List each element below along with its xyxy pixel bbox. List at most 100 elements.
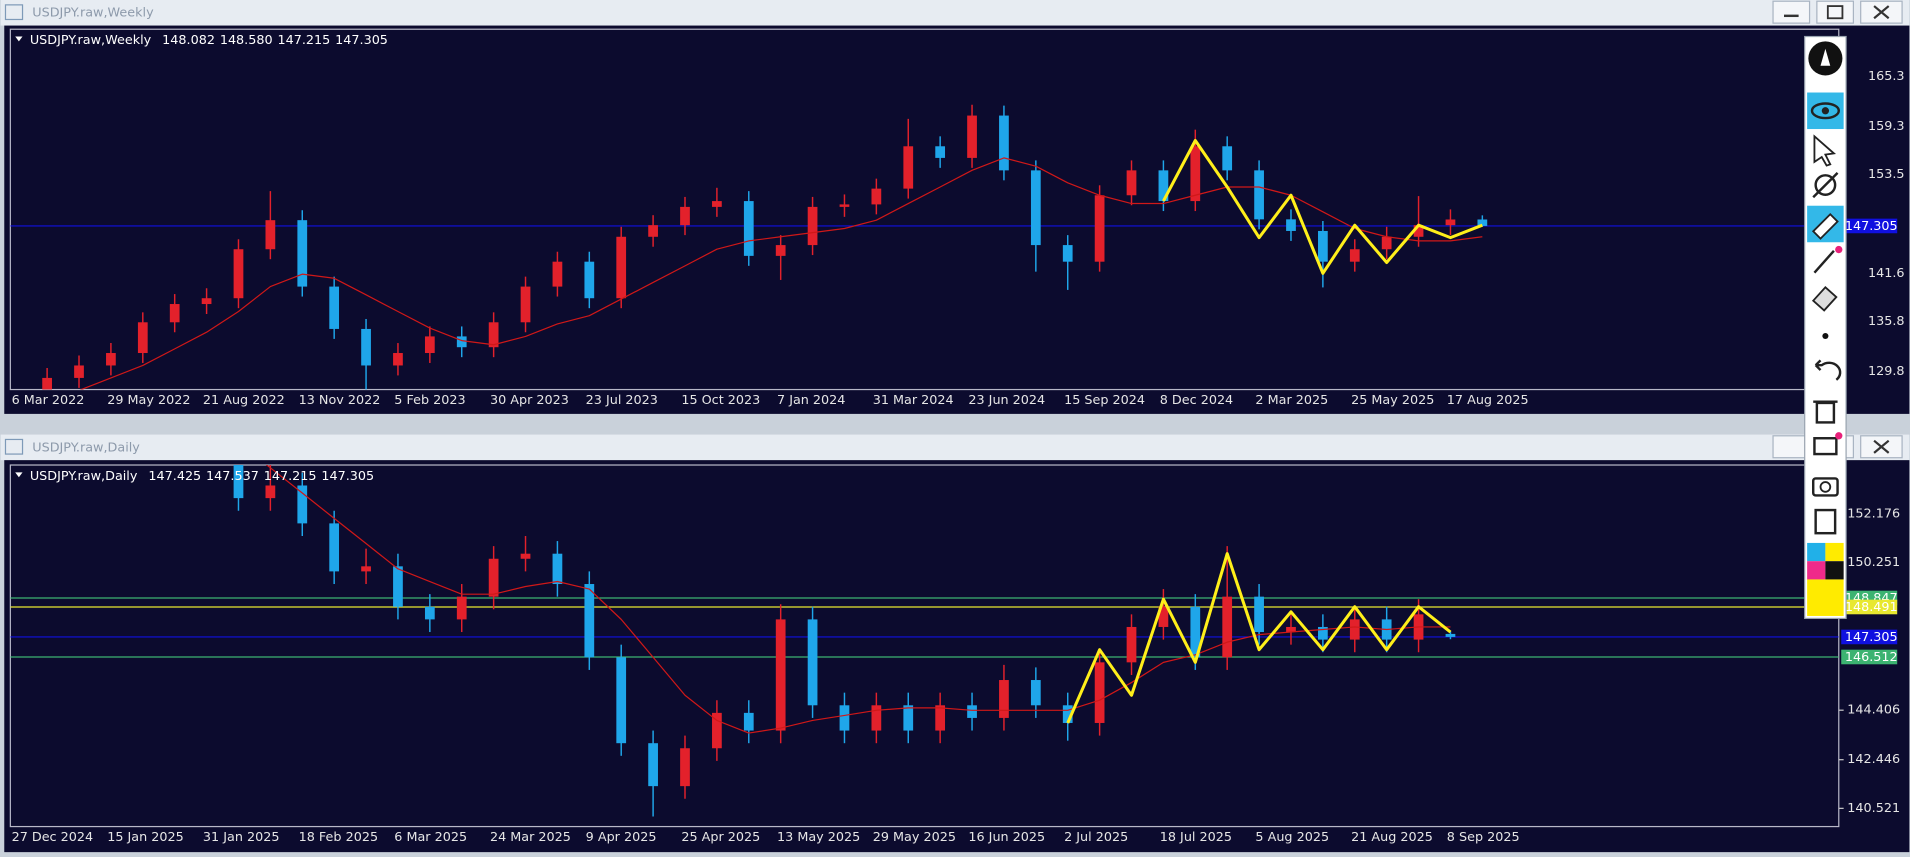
collapse-arrow [15, 36, 23, 42]
zigzag-drawing [1162, 138, 1483, 275]
price-line-label-bg [1841, 629, 1898, 645]
candle-body [329, 523, 340, 572]
candle-body [393, 566, 403, 607]
eraser-tool[interactable] [1811, 286, 1838, 312]
candle-body [839, 204, 850, 207]
window-icon [4, 438, 24, 455]
candle-body [712, 712, 722, 749]
candle-body [1445, 219, 1456, 226]
y-tick-label: 150.251 [1847, 555, 1900, 570]
x-tick-label: 5 Aug 2025 [1255, 830, 1329, 845]
candle-body [361, 566, 371, 572]
candle-body [1318, 230, 1328, 262]
plot-area [10, 465, 1839, 817]
candle-body [1445, 633, 1456, 637]
candle-body [775, 245, 786, 256]
y-tick-label: 135.8 [1868, 314, 1905, 329]
candle-body [265, 485, 276, 499]
plot-frame [9, 464, 1840, 828]
y-tick-label: 142.446 [1847, 752, 1900, 767]
minimize-button[interactable] [1772, 0, 1811, 24]
camera-tool[interactable] [1812, 477, 1839, 497]
indicator-dot [1835, 245, 1843, 254]
x-tick-label: 8 Sep 2025 [1447, 830, 1520, 845]
y-tick-label: 129.8 [1868, 364, 1905, 379]
candle-body [1190, 146, 1201, 202]
line-tool[interactable] [1813, 249, 1835, 274]
ohlc-value: 147.215 [264, 468, 317, 483]
ohlc-value: 147.215 [277, 33, 330, 48]
select-tool[interactable] [1813, 134, 1837, 167]
candle-body [1286, 626, 1296, 633]
x-tick-label: 17 Aug 2025 [1447, 393, 1529, 408]
candle-body [935, 146, 946, 158]
icon [1819, 481, 1832, 493]
candle-body [616, 236, 627, 299]
screen-tool[interactable] [1813, 437, 1838, 456]
price-line-label: 147.305 [1845, 219, 1898, 234]
candle-body [807, 619, 818, 706]
candle-body [1126, 170, 1137, 196]
x-tick-label: 13 May 2025 [777, 830, 860, 845]
indicator-dot [1835, 432, 1843, 440]
candle-body [1349, 619, 1360, 640]
magnet-tool[interactable] [1814, 174, 1837, 196]
candle-body [680, 748, 690, 787]
candle-body [456, 336, 467, 348]
candle-body [1094, 195, 1105, 262]
ohlc-value: 147.537 [206, 468, 259, 483]
candle-body [1094, 662, 1105, 723]
x-tick-label: 13 Nov 2022 [299, 393, 381, 408]
candle-body [712, 201, 722, 207]
toolbar-panel [1804, 35, 1847, 620]
x-tick-label: 29 May 2022 [107, 393, 190, 408]
symbol-name: USDJPY.raw,Weekly [30, 33, 152, 48]
candle-body [1413, 225, 1424, 237]
y-tick-label: 152.176 [1847, 506, 1900, 521]
x-tick-label: 15 Sep 2024 [1064, 393, 1145, 408]
x-tick-label: 25 Apr 2025 [681, 830, 760, 845]
current-color[interactable] [1807, 579, 1844, 616]
x-tick-label: 23 Jul 2023 [586, 393, 658, 408]
y-tick-label: 159.3 [1868, 119, 1905, 134]
y-tick-label: 165.3 [1868, 69, 1905, 84]
candle-body [903, 146, 914, 189]
candle-body [871, 188, 882, 205]
title-bar [0, 0, 1910, 26]
ohlc-value: 147.305 [335, 33, 388, 48]
candle-body [552, 261, 563, 287]
icon [1810, 102, 1840, 120]
maximize-button[interactable] [1816, 0, 1854, 24]
candle-body [233, 465, 244, 499]
clipboard-tool[interactable] [1814, 508, 1837, 535]
candle-body [520, 553, 531, 559]
x-tick-label: 15 Oct 2023 [681, 393, 760, 408]
color-swatch[interactable] [1807, 561, 1826, 580]
undo-tool[interactable] [1814, 359, 1842, 381]
window-title: USDJPY.raw,Daily [32, 440, 140, 455]
dot-tool[interactable] [1822, 332, 1829, 340]
x-tick-label: 5 Feb 2023 [394, 393, 465, 408]
candle-body [393, 353, 403, 366]
x-tick-label: 21 Aug 2022 [203, 393, 285, 408]
ohlc-value: 147.305 [321, 468, 374, 483]
x-tick-label: 2 Jul 2025 [1064, 830, 1128, 845]
y-tick-label: 140.521 [1847, 801, 1900, 816]
color-swatch[interactable] [1825, 561, 1844, 580]
candle-body [648, 743, 658, 787]
candle-body [743, 201, 754, 256]
window-controls[interactable] [1772, 0, 1903, 24]
x-tick-label: 6 Mar 2022 [12, 393, 85, 408]
x-tick-label: 8 Dec 2024 [1160, 393, 1233, 408]
candle-body [903, 705, 914, 731]
candle-body [1190, 606, 1201, 658]
color-swatch[interactable] [1807, 542, 1826, 562]
color-swatch[interactable] [1825, 542, 1844, 562]
candle-body [1062, 705, 1073, 723]
minimize-button[interactable] [1772, 435, 1811, 459]
chart-window [4, 25, 1910, 414]
x-tick-label: 23 Jun 2024 [968, 393, 1045, 408]
icon [1820, 48, 1831, 66]
